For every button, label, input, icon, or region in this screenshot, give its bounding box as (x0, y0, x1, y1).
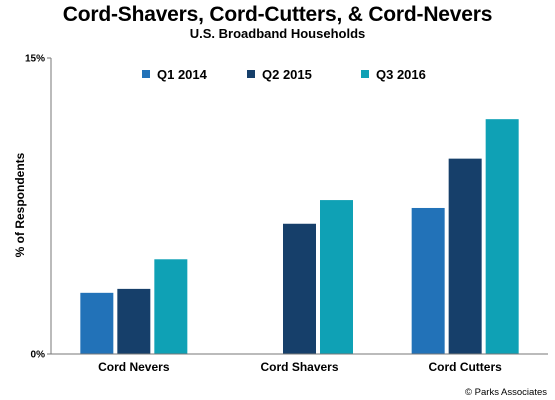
axes (50, 58, 548, 355)
legend-swatch (361, 70, 369, 78)
chart-subtitle: U.S. Broadband Households (189, 26, 366, 41)
bar-cord-cutters-q1-2014 (411, 207, 445, 354)
y-axis-ticks: 0% 15% (25, 54, 51, 361)
legend-label: Q3 2016 (376, 67, 426, 82)
bar-cord-nevers-q1-2014 (80, 292, 114, 354)
bar-cord-shavers-q3-2016 (320, 200, 353, 354)
bar-cord-cutters-q3-2016 (485, 119, 519, 354)
bar-cord-shavers-q2-2015 (283, 223, 316, 354)
y-tick-label: 0% (31, 350, 46, 361)
category-label: Cord Shavers (260, 360, 338, 374)
legend-label: Q2 2015 (262, 67, 312, 82)
bar-cord-nevers-q3-2016 (154, 259, 188, 354)
y-tick-label: 15% (25, 54, 45, 65)
source-credit: © Parks Associates (465, 387, 547, 398)
category-label: Cord Cutters (428, 360, 502, 374)
bars (80, 119, 519, 354)
chart-title: Cord-Shavers, Cord-Cutters, & Cord-Never… (62, 3, 493, 26)
legend-swatch (247, 70, 255, 78)
category-label: Cord Nevers (98, 360, 170, 374)
legend-label: Q1 2014 (157, 67, 208, 82)
legend: Q1 2014 Q2 2015 Q3 2016 (142, 67, 426, 82)
bar-cord-nevers-q2-2015 (117, 288, 151, 354)
category-labels: Cord Nevers Cord Shavers Cord Cutters (98, 360, 502, 374)
bar-cord-cutters-q2-2015 (448, 158, 482, 354)
legend-swatch (142, 70, 150, 78)
